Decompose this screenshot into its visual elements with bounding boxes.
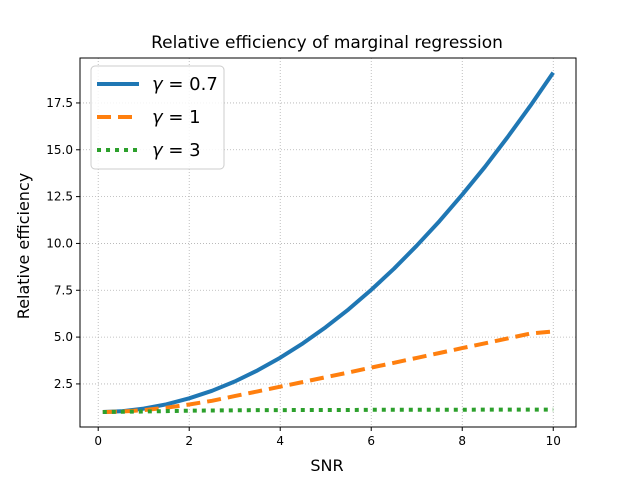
- x-tick-label: 10: [546, 434, 561, 448]
- series-line-1: [102, 71, 555, 414]
- x-tick-label: 4: [276, 434, 284, 448]
- x-axis-title: SNR: [310, 456, 343, 475]
- legend-label-3: γ = 3: [152, 140, 201, 161]
- series-line-2: [102, 329, 554, 414]
- y-tick-label: 2.5: [54, 377, 73, 391]
- axis-ticks: 0 2 4 6 8 10 2.5 5.0 7.5 10.0 12.5 15.0 17.5: [46, 96, 561, 448]
- y-tick-label: 15.0: [46, 143, 73, 157]
- series-line-3: [102, 407, 554, 414]
- y-tick-label: 17.5: [46, 96, 73, 110]
- x-tick-label: 0: [94, 434, 102, 448]
- legend-box: [90, 65, 225, 170]
- y-tick-label: 7.5: [54, 283, 73, 297]
- x-tick-label: 8: [458, 434, 466, 448]
- legend-label-2: γ = 1: [152, 107, 201, 128]
- legend-label-1: γ = 0.7: [152, 74, 218, 95]
- x-tick-label: 6: [367, 434, 375, 448]
- y-axis-title: Relative efficiency: [14, 173, 33, 319]
- series-lines: [102, 71, 555, 414]
- y-tick-label: 12.5: [46, 190, 73, 204]
- legend: γ = 0.7 γ = 1 γ = 3: [90, 65, 225, 170]
- x-tick-label: 2: [185, 434, 193, 448]
- y-tick-label: 10.0: [46, 236, 73, 250]
- y-tick-label: 5.0: [54, 330, 73, 344]
- chart-title: Relative efficiency of marginal regressi…: [151, 33, 503, 53]
- plot-frame: [79, 57, 577, 428]
